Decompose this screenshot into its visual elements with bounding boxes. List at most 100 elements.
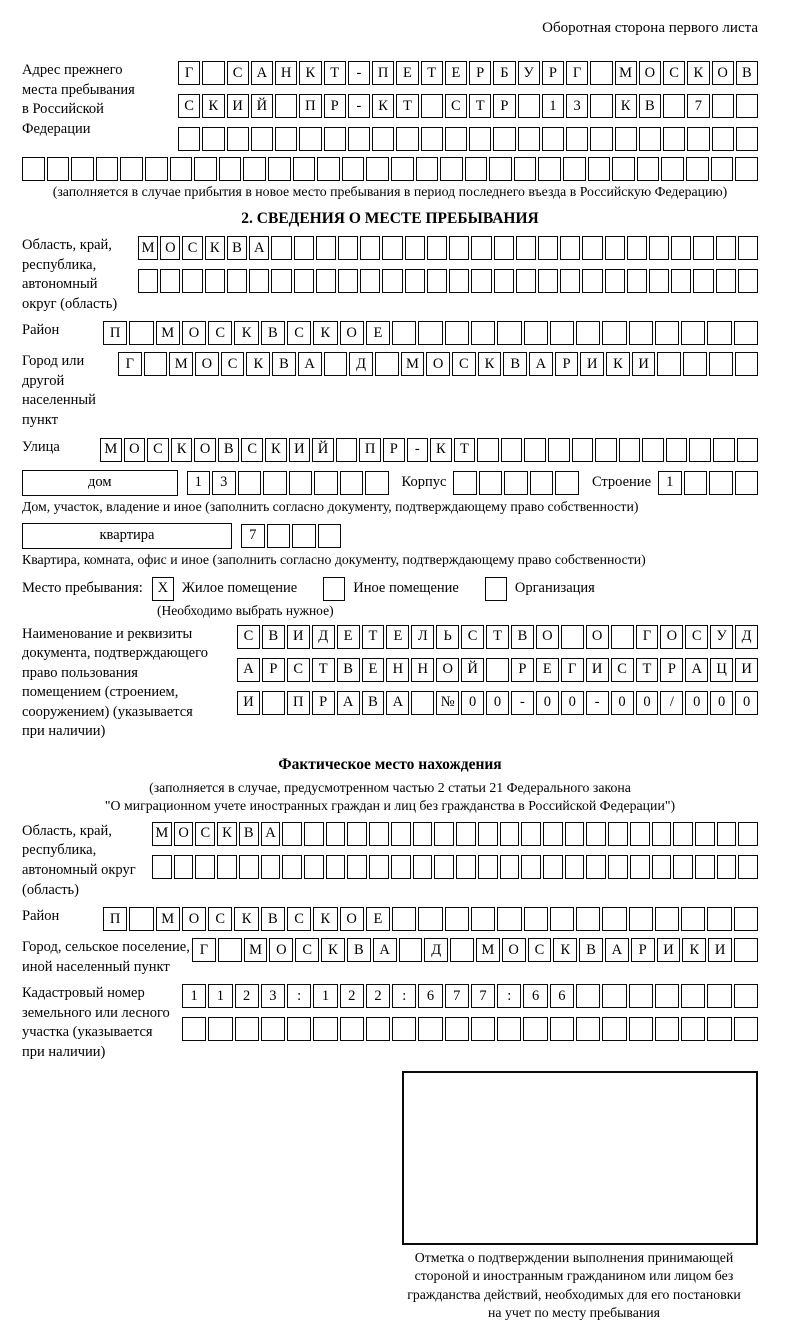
char-box bbox=[550, 907, 574, 931]
char-box: М bbox=[244, 938, 268, 962]
char-box: И bbox=[708, 938, 732, 962]
char-box bbox=[366, 1017, 390, 1041]
char-box bbox=[494, 236, 514, 260]
region-label: Область, край, республика, автономный ок… bbox=[22, 236, 138, 314]
char-box bbox=[695, 855, 715, 879]
char-box bbox=[516, 269, 536, 293]
char-box: С bbox=[528, 938, 552, 962]
char-row-actual-region-2 bbox=[152, 855, 758, 879]
char-box: А bbox=[337, 691, 360, 715]
char-box: 1 bbox=[313, 984, 337, 1008]
char-box: В bbox=[337, 658, 360, 682]
stay-type-note: (Необходимо выбрать нужное) bbox=[157, 603, 758, 619]
char-box: 6 bbox=[418, 984, 442, 1008]
char-box bbox=[738, 855, 758, 879]
char-box: - bbox=[586, 691, 609, 715]
char-box bbox=[649, 236, 669, 260]
char-box bbox=[434, 822, 454, 846]
char-box bbox=[627, 236, 647, 260]
char-box: 0 bbox=[486, 691, 509, 715]
char-box bbox=[205, 269, 225, 293]
korpus-label: Корпус bbox=[402, 474, 447, 491]
char-box: К bbox=[430, 438, 452, 462]
char-box: С bbox=[147, 438, 169, 462]
char-box bbox=[497, 907, 521, 931]
char-box bbox=[369, 855, 389, 879]
char-box bbox=[611, 625, 634, 649]
char-box bbox=[22, 157, 45, 181]
char-box bbox=[693, 236, 713, 260]
char-box bbox=[219, 157, 242, 181]
char-box bbox=[275, 127, 297, 151]
char-box: Р bbox=[324, 94, 346, 118]
char-box bbox=[713, 438, 735, 462]
char-box bbox=[471, 907, 495, 931]
checkbox-organization-label: Организация bbox=[515, 580, 595, 597]
char-box bbox=[314, 471, 338, 495]
char-box: В bbox=[261, 321, 285, 345]
char-box bbox=[427, 269, 447, 293]
char-box bbox=[687, 127, 709, 151]
char-box bbox=[717, 855, 737, 879]
char-box: С bbox=[685, 625, 708, 649]
char-box: 6 bbox=[523, 984, 547, 1008]
char-box bbox=[735, 352, 759, 376]
char-box: В bbox=[272, 352, 296, 376]
section2-title: 2. СВЕДЕНИЯ О МЕСТЕ ПРЕБЫВАНИЯ bbox=[22, 210, 758, 228]
char-box: С bbox=[237, 625, 260, 649]
char-box bbox=[129, 321, 153, 345]
char-box bbox=[572, 438, 594, 462]
char-box: О bbox=[160, 236, 180, 260]
char-box bbox=[657, 352, 681, 376]
char-box: А bbox=[249, 236, 269, 260]
char-box: - bbox=[407, 438, 429, 462]
char-box bbox=[477, 438, 499, 462]
char-box bbox=[550, 321, 574, 345]
char-box bbox=[440, 157, 463, 181]
apartment-row: квартира 7 bbox=[22, 523, 758, 549]
char-box bbox=[661, 157, 684, 181]
apartment-field-label: квартира bbox=[22, 523, 232, 549]
house-note: Дом, участок, владение и иное (заполнить… bbox=[22, 499, 758, 515]
char-box: 2 bbox=[340, 984, 364, 1008]
stay-type-label: Место пребывания: bbox=[22, 580, 143, 597]
char-box: Й bbox=[251, 94, 273, 118]
char-box bbox=[619, 438, 641, 462]
document-block: Наименование и реквизиты документа, подт… bbox=[22, 625, 758, 742]
char-box: В bbox=[579, 938, 603, 962]
char-box: К bbox=[687, 61, 709, 85]
char-box bbox=[652, 822, 672, 846]
char-box bbox=[267, 524, 291, 548]
char-box: 0 bbox=[561, 691, 584, 715]
char-box: О bbox=[712, 61, 734, 85]
char-box bbox=[251, 127, 273, 151]
char-box bbox=[375, 352, 399, 376]
char-box: И bbox=[580, 352, 604, 376]
char-box bbox=[497, 1017, 521, 1041]
char-box bbox=[576, 1017, 600, 1041]
char-box: О bbox=[536, 625, 559, 649]
char-box bbox=[560, 269, 580, 293]
char-box bbox=[671, 236, 691, 260]
char-row-apartment: 7 bbox=[241, 524, 341, 548]
char-box bbox=[160, 269, 180, 293]
char-box bbox=[602, 1017, 626, 1041]
char-box bbox=[261, 1017, 285, 1041]
char-box bbox=[712, 127, 734, 151]
char-box: В bbox=[362, 691, 385, 715]
char-box bbox=[582, 269, 602, 293]
char-box bbox=[681, 1017, 705, 1041]
char-box bbox=[405, 236, 425, 260]
char-box bbox=[736, 127, 758, 151]
char-box: В bbox=[227, 236, 247, 260]
char-box bbox=[608, 855, 628, 879]
char-box bbox=[494, 269, 514, 293]
char-box bbox=[182, 1017, 206, 1041]
